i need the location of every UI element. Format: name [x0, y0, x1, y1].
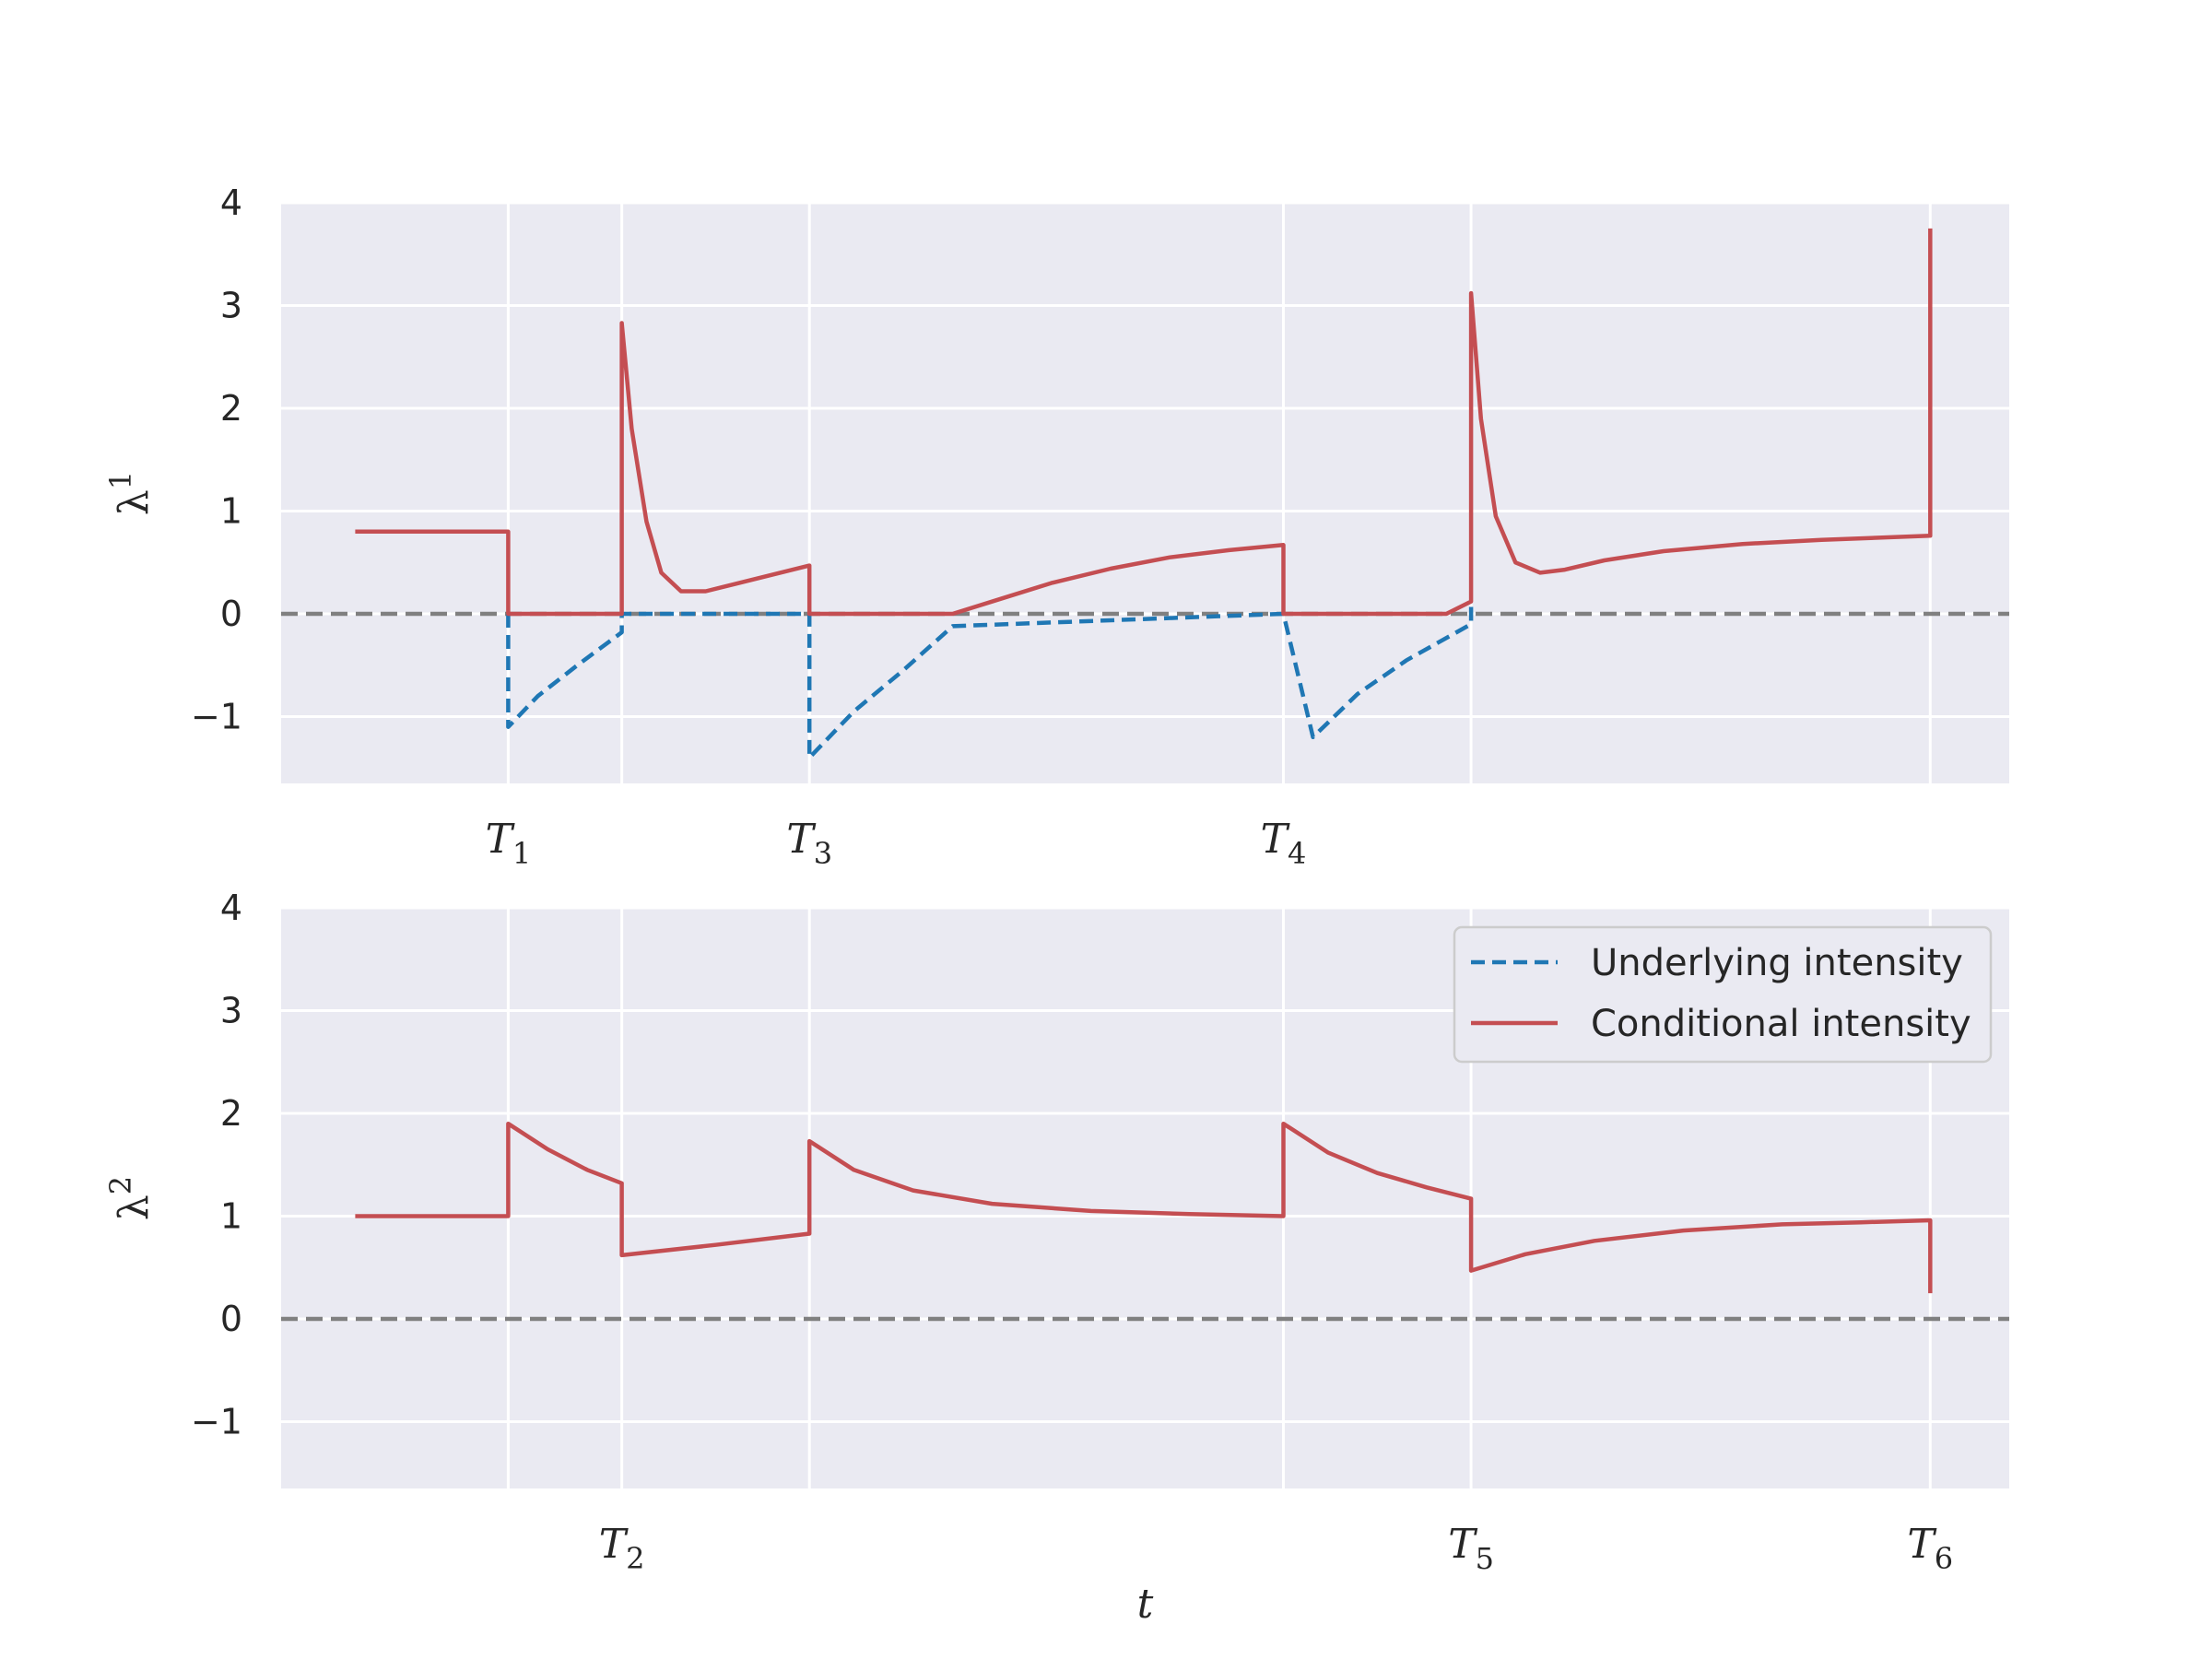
legend: Underlying intensity Conditional intensit…: [1453, 925, 1993, 1064]
event-tick-main: T: [786, 816, 817, 863]
y-tick-label: 4: [220, 888, 242, 928]
conditional-intensity-line: [355, 1121, 1933, 1294]
y-tick-label: 3: [220, 286, 242, 326]
x-axis-label: t: [1137, 1581, 1154, 1628]
event-tick-label: T1: [486, 816, 532, 871]
y-tick-label: −1: [191, 697, 242, 737]
legend-box: [1453, 925, 1993, 1064]
y-tick-label: 2: [220, 388, 242, 429]
event-tick-label: T6: [1907, 1521, 1953, 1576]
event-tick-label: T5: [1448, 1521, 1494, 1576]
y-tick-label: 2: [220, 1093, 242, 1134]
y-tick-label: 3: [220, 991, 242, 1031]
y-tick-label: 1: [220, 1196, 242, 1237]
event-tick-subscript: 2: [626, 1541, 644, 1576]
event-tick-main: T: [486, 816, 516, 863]
y-axis-label-superscript: 1: [103, 471, 138, 489]
y-tick-label: 0: [220, 594, 242, 634]
conditional-intensity-line: [355, 228, 1933, 617]
event-tick-subscript: 5: [1476, 1541, 1494, 1576]
event-tick-main: T: [1261, 816, 1291, 863]
y-axis-label: λ2: [103, 1176, 158, 1220]
event-tick-main: T: [1448, 1521, 1478, 1568]
event-tick-label: T4: [1261, 816, 1307, 871]
y-tick-label: 1: [220, 491, 242, 532]
event-tick-main: T: [599, 1521, 629, 1568]
event-tick-label: T2: [599, 1521, 645, 1576]
legend-entry-label: Conditional intensity: [1591, 1003, 1971, 1045]
y-tick-label: 4: [220, 182, 242, 223]
y-tick-label: −1: [191, 1402, 242, 1442]
y-axis-label: λ1: [103, 471, 158, 515]
event-tick-subscript: 1: [512, 836, 531, 871]
y-axis-label-superscript: 2: [103, 1176, 138, 1194]
event-tick-label: T3: [786, 816, 832, 871]
event-tick-subscript: 4: [1288, 836, 1306, 871]
plot-area: [281, 203, 2009, 783]
underlying-intensity-line: [506, 601, 1474, 760]
y-axis-label-main: λ: [111, 489, 158, 515]
event-tick-subscript: 6: [1935, 1541, 1953, 1576]
event-tick-subscript: 3: [814, 836, 832, 871]
y-axis-label-main: λ: [111, 1194, 158, 1220]
event-tick-main: T: [1907, 1521, 1937, 1568]
legend-entry-label: Underlying intensity: [1591, 942, 1963, 984]
y-tick-label: 0: [220, 1299, 242, 1339]
